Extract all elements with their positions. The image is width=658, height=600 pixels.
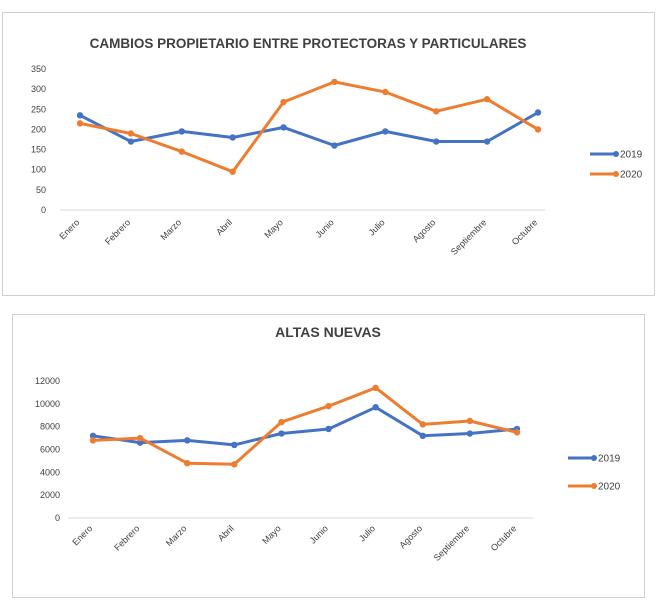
legend-label-2019: 2019 <box>598 454 621 465</box>
y-tick-label: 8000 <box>40 422 60 432</box>
data-point-2020 <box>483 96 491 103</box>
data-point-2019 <box>534 109 542 116</box>
data-point-2020 <box>325 402 332 410</box>
data-point-2019 <box>325 425 332 433</box>
data-point-2019 <box>136 439 144 446</box>
chart-altas-nuevas: ALTAS NUEVAS 0 2000 4000 6000 8000 10000 12000 E… <box>35 324 621 563</box>
x-tick-label: Julio <box>367 217 387 237</box>
data-point-2020 <box>513 429 521 436</box>
data-point-2020 <box>534 126 542 133</box>
data-point-2020 <box>466 417 474 425</box>
y-tick-label: 300 <box>31 84 46 94</box>
y-tick-label: 6000 <box>40 445 60 455</box>
data-point-2020 <box>127 130 135 137</box>
y-tick-label: 0 <box>41 205 46 215</box>
y-tick-label: 0 <box>55 513 60 523</box>
data-point-2019 <box>331 142 338 149</box>
series-line-2019 <box>78 111 540 147</box>
chart-panel-cambios-propietario: CAMBIOS PROPIETARIO ENTRE PROTECTORAS Y … <box>2 12 655 296</box>
data-point-2020 <box>136 434 144 442</box>
legend-label-2019: 2019 <box>620 150 643 161</box>
x-tick-label: Enero <box>57 217 81 241</box>
legend-label-2020: 2020 <box>598 482 621 493</box>
data-point-2020 <box>331 78 338 86</box>
data-point-2020 <box>229 168 236 175</box>
x-tick-label: Septiembre <box>432 523 472 563</box>
data-point-2019 <box>419 432 426 439</box>
x-tick-label: Abril <box>214 217 234 237</box>
y-tick-label: 350 <box>31 64 46 74</box>
series-line-2020 <box>78 80 540 174</box>
data-point-2019 <box>76 112 84 119</box>
x-tick-label: Mayo <box>260 523 283 546</box>
x-tick-label: Junio <box>314 217 336 239</box>
data-point-2019 <box>178 128 185 135</box>
x-tick-label: Abril <box>216 523 236 543</box>
x-tick-label: Junio <box>308 523 330 545</box>
data-point-2019 <box>483 138 491 145</box>
data-point-2020 <box>419 421 426 428</box>
series-line-2020 <box>91 386 519 466</box>
data-point-2019 <box>372 404 379 411</box>
x-tick-label: Julio <box>357 523 377 543</box>
x-tick-label: Febrero <box>103 217 132 246</box>
data-point-2020 <box>433 108 440 115</box>
legend-marker-2019 <box>613 151 619 157</box>
legend-marker-2020 <box>613 171 619 177</box>
legend-marker-2020 <box>591 483 597 489</box>
x-tick-label: Agosto <box>411 217 438 244</box>
data-point-2020 <box>89 437 97 444</box>
y-tick-label: 100 <box>31 165 46 175</box>
y-tick-label: 50 <box>36 185 46 195</box>
data-point-2020 <box>382 88 389 96</box>
data-point-2020 <box>178 148 185 155</box>
y-tick-label: 250 <box>31 104 46 114</box>
data-point-2019 <box>184 437 191 444</box>
data-point-2020 <box>372 384 379 392</box>
x-tick-label: Marzo <box>164 523 189 548</box>
data-point-2020 <box>184 460 191 467</box>
chart-title: CAMBIOS PROPIETARIO ENTRE PROTECTORAS Y … <box>90 36 527 51</box>
series-line-2019 <box>91 405 519 447</box>
x-tick-label: Marzo <box>158 217 183 242</box>
chart-cambios-propietario: CAMBIOS PROPIETARIO ENTRE PROTECTORAS Y … <box>31 36 643 257</box>
data-point-2019 <box>127 138 135 145</box>
x-tick-label: Mayo <box>262 217 285 240</box>
y-tick-label: 12000 <box>35 376 60 386</box>
data-point-2020 <box>278 418 285 426</box>
legend-label-2020: 2020 <box>620 170 643 181</box>
data-point-2020 <box>231 461 238 468</box>
x-tick-label: Octubre <box>489 523 519 553</box>
data-point-2020 <box>76 120 84 127</box>
y-tick-label: 10000 <box>35 399 60 409</box>
data-point-2019 <box>382 128 389 135</box>
data-point-2019 <box>89 432 97 439</box>
y-tick-label: 4000 <box>40 467 60 477</box>
x-tick-label: Febrero <box>112 523 141 552</box>
data-point-2019 <box>466 430 474 437</box>
y-tick-label: 150 <box>31 145 46 155</box>
chart-panel-altas-nuevas: ALTAS NUEVAS 0 2000 4000 6000 8000 10000 12000 E… <box>12 314 645 598</box>
x-tick-label: Enero <box>70 523 94 547</box>
x-tick-label: Septiembre <box>449 217 489 257</box>
x-tick-label: Octubre <box>510 217 540 247</box>
data-point-2019 <box>280 124 287 131</box>
y-tick-label: 200 <box>31 124 46 134</box>
data-point-2019 <box>433 138 440 145</box>
legend-marker-2019 <box>591 455 597 461</box>
data-point-2019 <box>278 430 285 437</box>
chart-title: ALTAS NUEVAS <box>275 324 381 340</box>
x-tick-label: Agosto <box>397 523 424 550</box>
data-point-2019 <box>231 441 238 449</box>
y-tick-label: 2000 <box>40 490 60 500</box>
data-point-2020 <box>280 98 287 106</box>
data-point-2019 <box>229 134 236 141</box>
